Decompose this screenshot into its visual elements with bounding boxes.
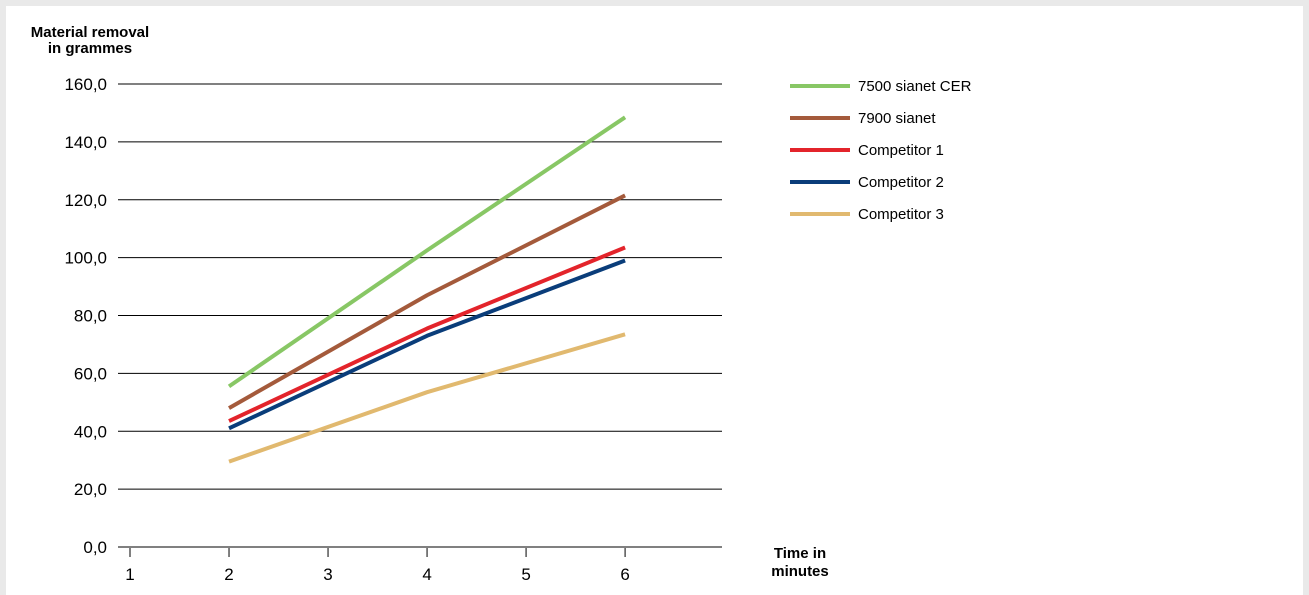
y-tick-label: 20,0 — [74, 480, 107, 499]
legend-label: 7900 sianet — [858, 110, 936, 127]
x-tick-label: 5 — [521, 565, 530, 584]
legend-label: Competitor 1 — [858, 142, 944, 159]
gridlines — [118, 83, 722, 548]
x-tick-label: 2 — [224, 565, 233, 584]
x-tick-label: 6 — [620, 565, 629, 584]
y-tick-label: 160,0 — [64, 75, 107, 94]
y-tick-label: 120,0 — [64, 191, 107, 210]
series-line — [227, 115, 627, 389]
series-line — [228, 193, 626, 410]
y-tick-label: 60,0 — [74, 364, 107, 383]
y-axis-ticks: 0,0 20,0 40,0 60,0 80,0 100,0 120,0 140,0 160,0 — [64, 75, 107, 557]
y-axis-label-line-2: in grammes — [48, 40, 132, 57]
y-tick-label: 80,0 — [74, 307, 107, 326]
x-axis-label-line-1: Time in — [774, 545, 826, 562]
legend-label: Competitor 2 — [858, 174, 944, 191]
x-axis-label: Time in minutes — [771, 545, 829, 580]
y-axis-label: Material removal in grammes — [31, 24, 149, 57]
x-tick-label: 4 — [422, 565, 431, 584]
x-tick-label: 1 — [125, 565, 134, 584]
legend-label: Competitor 3 — [858, 206, 944, 223]
x-tick-label: 3 — [323, 565, 332, 584]
y-tick-label: 0,0 — [83, 538, 107, 557]
y-tick-label: 140,0 — [64, 133, 107, 152]
series-line — [228, 245, 626, 423]
y-tick-label: 100,0 — [64, 249, 107, 268]
y-axis-label-line-1: Material removal — [31, 24, 149, 41]
series-lines — [227, 115, 627, 464]
chart-panel — [6, 6, 1303, 595]
series-line — [228, 332, 626, 464]
legend: 7500 sianet CER 7900 sianet Competitor 1 Co… — [790, 78, 972, 223]
y-tick-label: 40,0 — [74, 422, 107, 441]
x-axis-label-line-2: minutes — [771, 563, 829, 580]
series-line — [228, 258, 626, 431]
legend-label: 7500 sianet CER — [858, 78, 972, 95]
x-axis: 1 2 3 4 5 6 — [125, 548, 630, 584]
